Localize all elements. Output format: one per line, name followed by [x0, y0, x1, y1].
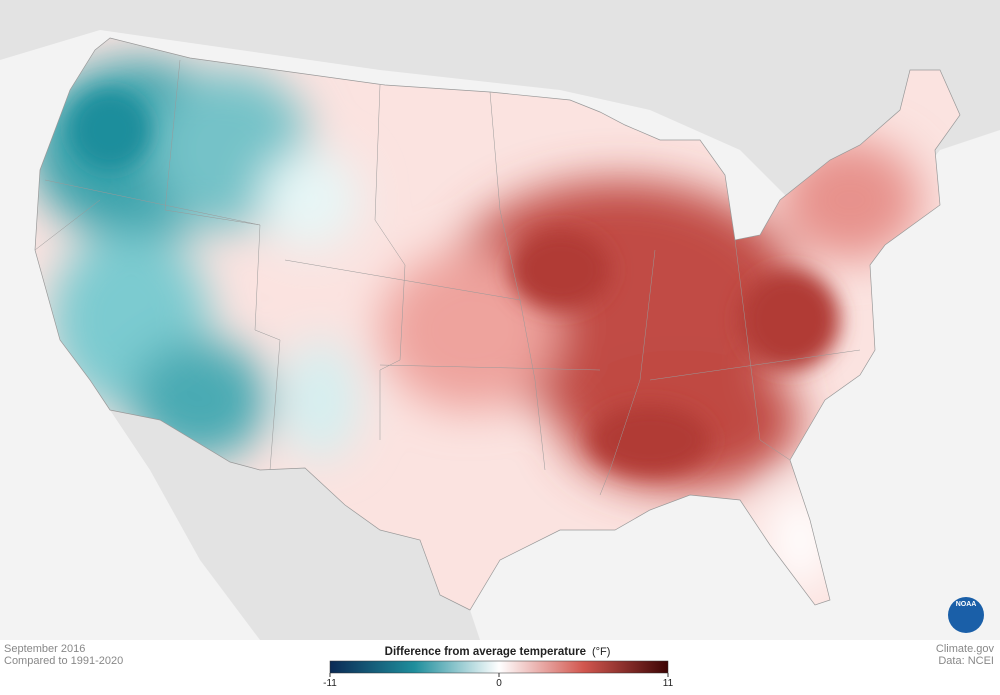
logo-text: NOAA [956, 601, 977, 608]
baseline: Compared to 1991-2020 [4, 655, 123, 667]
colorbar-tick-label: -11 [323, 678, 337, 689]
credit: Climate.gov [936, 643, 995, 655]
state-lines [35, 59, 861, 496]
noaa-logo: NOAA [948, 597, 984, 633]
legend-title: Difference from average temperature [385, 646, 586, 658]
source: Data: NCEI [938, 655, 994, 667]
colorbar [329, 660, 669, 674]
mexico [110, 410, 480, 640]
date: September 2016 [4, 643, 85, 655]
colorbar-tick-label: 0 [496, 678, 502, 689]
canada [0, 0, 1000, 210]
colorbar-tick-label: 11 [663, 678, 674, 689]
legend-unit: (°F) [592, 646, 610, 658]
